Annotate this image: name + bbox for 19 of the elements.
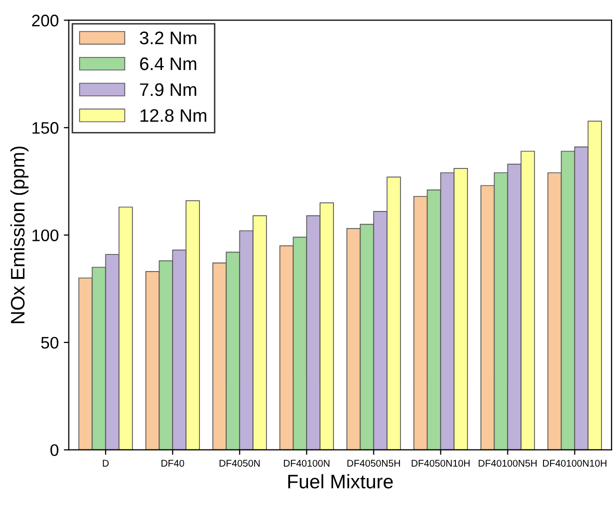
x-tick-label: DF4050N5H (347, 460, 400, 467)
x-tick-label: DF4050N10H (412, 460, 470, 467)
y-tick-label: 150 (32, 122, 58, 134)
legend-label: 12.8 Nm (140, 109, 206, 122)
x-tick-label: DF40100N10H (543, 460, 606, 467)
y-tick-label: 100 (32, 229, 58, 242)
legend-label: 6.4 Nm (140, 57, 196, 70)
x-tick-label: DF40100N5H (478, 460, 537, 467)
x-axis-title: Fuel Mixture (288, 474, 393, 488)
y-tick-label: 50 (41, 336, 58, 349)
y-axis-title: NOx Emission (ppm) (10, 146, 28, 324)
x-tick-label: D (102, 460, 109, 467)
legend-label: 3.2 Nm (140, 32, 196, 44)
x-tick-label: DF40100N (284, 460, 330, 467)
y-tick-label: 0 (50, 444, 58, 456)
x-tick-label: DF40 (162, 460, 184, 467)
legend-label: 7.9 Nm (140, 83, 196, 96)
x-tick-label: DF4050N (220, 460, 260, 467)
y-tick-label: 200 (32, 14, 58, 26)
